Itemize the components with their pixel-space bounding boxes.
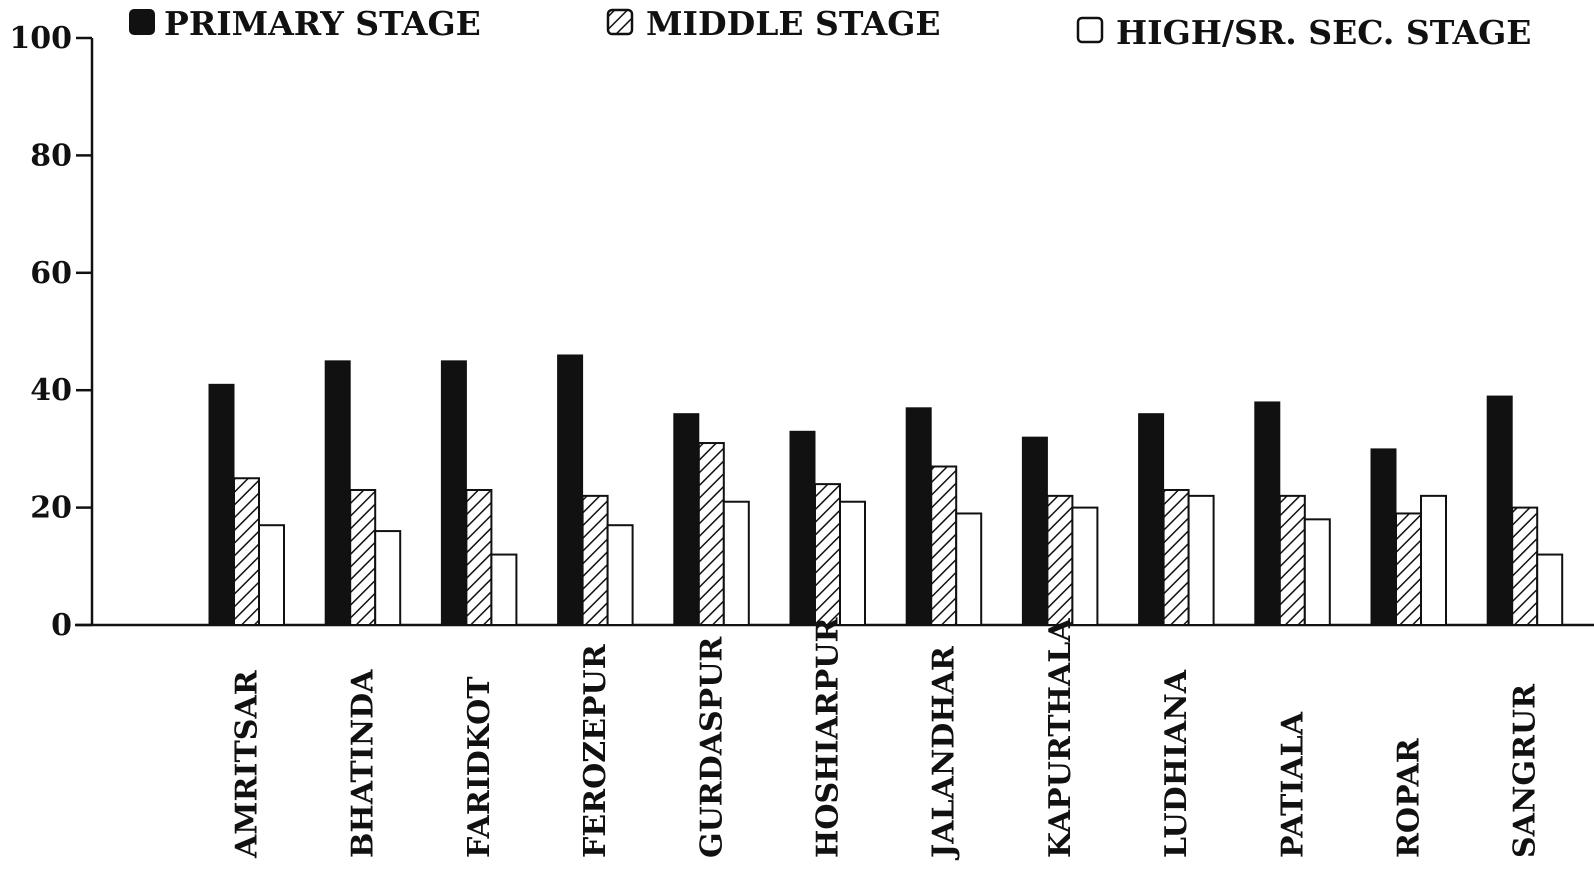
y-tick-label-40: 40: [30, 373, 72, 408]
bar-primary-ludhiana: [1138, 413, 1165, 626]
category-label-kapurthala: KAPURTHALA: [1043, 618, 1078, 858]
category-label-faridkot: FARIDKOT: [462, 676, 497, 858]
bar-high-patiala: [1303, 518, 1331, 627]
category-label-hoshiarpur: HOSHIARPUR: [811, 617, 846, 858]
legend-label-primary: PRIMARY STAGE: [164, 4, 481, 43]
bar-high-jalandhar: [955, 512, 983, 626]
bar-high-ropar: [1420, 494, 1447, 626]
bar-middle-amritsar: [233, 477, 260, 626]
bar-middle-bhatinda: [349, 488, 377, 626]
legend-item-middle: MIDDLE STAGE: [606, 4, 941, 43]
bar-primary-faridkot: [440, 360, 467, 626]
bar-primary-bhatinda: [324, 360, 351, 626]
category-label-jalandhar: JALANDHAR: [927, 645, 962, 861]
bar-high-ferozepur: [606, 524, 634, 627]
bar-high-faridkot: [490, 553, 518, 626]
y-tick-label-20: 20: [30, 491, 72, 526]
bar-primary-kapurthala: [1021, 436, 1048, 626]
bar-primary-gurdaspur: [673, 413, 700, 626]
legend-swatch-high: [1076, 16, 1104, 44]
bar-primary-ropar: [1370, 448, 1397, 626]
legend-label-middle: MIDDLE STAGE: [646, 4, 941, 43]
bar-middle-ferozepur: [581, 494, 609, 626]
y-tick-label-60: 60: [30, 256, 72, 291]
bar-high-hoshiarpur: [839, 500, 866, 627]
category-label-gurdaspur: GURDASPUR: [694, 636, 729, 858]
bar-middle-jalandhar: [930, 465, 958, 627]
category-label-ludhiana: LUDHIANA: [1159, 669, 1194, 858]
legend-swatch-middle: [606, 8, 634, 36]
legend-swatch-primary: [129, 9, 155, 35]
y-tick-label-80: 80: [30, 138, 72, 173]
category-label-bhatinda: BHATINDA: [346, 669, 381, 858]
y-tick-label-100: 100: [9, 21, 72, 56]
bar-primary-hoshiarpur: [789, 430, 816, 626]
bar-high-ludhiana: [1187, 494, 1215, 626]
bar-high-kapurthala: [1071, 506, 1099, 627]
bar-primary-ferozepur: [557, 354, 584, 626]
category-labels: AMRITSAR BHATINDA FARIDKOT FEROZEPUR GURDASP…: [230, 617, 1543, 861]
bar-high-sangrur: [1536, 553, 1564, 626]
bar-middle-patiala: [1278, 494, 1306, 626]
bar-middle-ropar: [1395, 512, 1422, 626]
bar-primary-amritsar: [208, 383, 235, 626]
bar-high-bhatinda: [374, 530, 402, 627]
legend-label-high: HIGH/SR. SEC. STAGE: [1116, 13, 1531, 52]
bar-high-amritsar: [258, 524, 285, 627]
category-label-ferozepur: FEROZEPUR: [578, 643, 613, 858]
category-label-patiala: PATIALA: [1275, 711, 1310, 858]
category-label-sangrur: SANGRUR: [1508, 683, 1543, 858]
y-tick-label-0: 0: [51, 608, 72, 643]
bar-primary-jalandhar: [905, 407, 932, 626]
legend-item-primary: PRIMARY STAGE: [129, 4, 481, 43]
bar-primary-patiala: [1254, 401, 1281, 626]
bar-primary-sangrur: [1486, 395, 1513, 626]
bar-middle-ludhiana: [1162, 488, 1190, 626]
bars: [208, 354, 1564, 627]
bar-middle-hoshiarpur: [814, 483, 841, 626]
bar-middle-gurdaspur: [697, 442, 725, 626]
category-label-ropar: ROPAR: [1392, 737, 1427, 858]
legend: PRIMARY STAGE MIDDLE STAGE HIGH/SR. SEC.…: [129, 4, 1531, 52]
bar-middle-sangrur: [1511, 506, 1539, 627]
bar-high-gurdaspur: [722, 500, 750, 627]
bar-middle-faridkot: [465, 488, 493, 626]
category-label-amritsar: AMRITSAR: [230, 669, 265, 859]
bar-middle-kapurthala: [1046, 494, 1074, 626]
legend-item-high: HIGH/SR. SEC. STAGE: [1076, 13, 1531, 52]
